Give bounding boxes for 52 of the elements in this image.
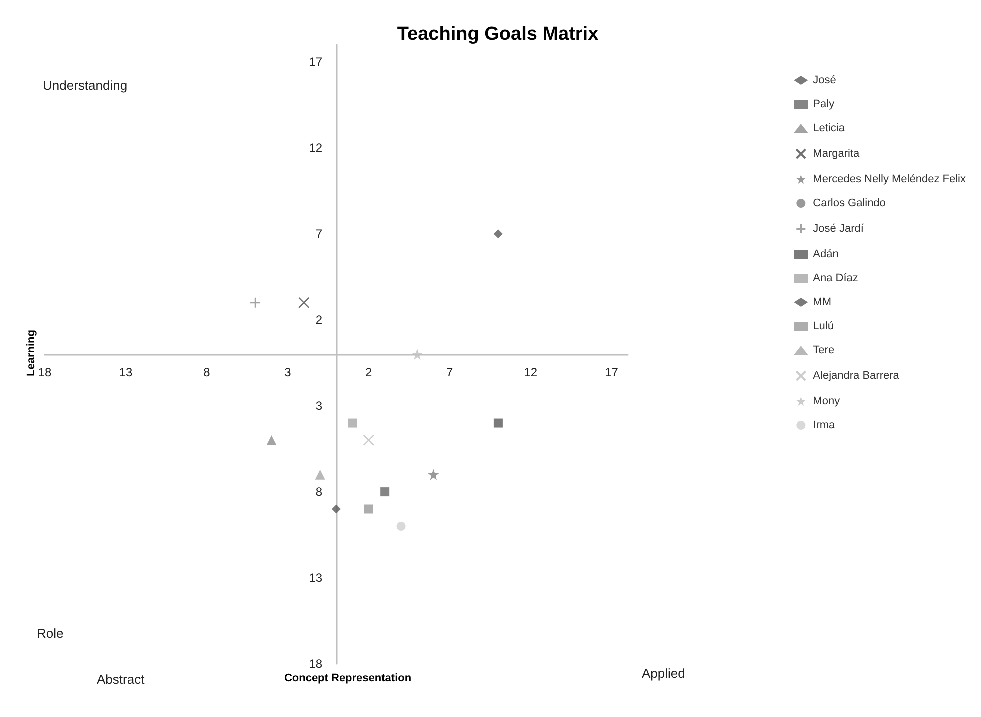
annotation: Role (37, 626, 64, 641)
x-tick-label: 8 (204, 366, 211, 380)
legend-label: Margarita (813, 148, 861, 160)
point (315, 470, 326, 480)
point (364, 504, 374, 514)
point (250, 297, 262, 309)
point (298, 297, 310, 309)
legend-label: Mony (813, 396, 841, 408)
point (494, 230, 503, 239)
legend-label: MM (813, 296, 832, 308)
point (332, 504, 341, 514)
text: Applied (642, 666, 686, 681)
point (380, 488, 390, 497)
point (494, 418, 503, 428)
point (266, 435, 277, 446)
x-tick-label: 17 (605, 366, 619, 380)
legend-label: Lulú (813, 320, 834, 332)
annotation: Understanding (43, 78, 128, 93)
text: Abstract (97, 672, 146, 687)
legend-label: José Jardí (813, 223, 865, 235)
y-tick-label: 8 (316, 485, 323, 500)
x-tick-label: 12 (524, 366, 538, 380)
x-tick-label: 7 (446, 366, 454, 380)
x-tick-label: 3 (284, 366, 292, 380)
y-tick-label: 7 (316, 227, 323, 242)
legend-label: Ana Díaz (813, 272, 858, 284)
y-tick-label: 3 (316, 399, 323, 414)
point (348, 418, 358, 428)
point (396, 522, 406, 531)
legend-label: Leticia (813, 122, 846, 134)
y-axis-title: Learning (26, 330, 38, 376)
chart-title: Teaching Goals Matrix (397, 24, 600, 45)
y-tick-label: 18 (309, 657, 323, 671)
point (363, 434, 375, 446)
x-axis-title: Concept Representation (284, 672, 412, 684)
y-tick-label: 17 (309, 55, 323, 70)
point (412, 349, 423, 360)
legend-label: Paly (813, 98, 836, 110)
legend-label: Tere (813, 344, 835, 356)
x-tick-label: 2 (366, 366, 373, 380)
x-tick-label: 18 (38, 366, 52, 380)
legend-label: Adán (813, 248, 839, 260)
x-tick-label: 13 (119, 366, 133, 380)
legend-label: Irma (813, 420, 836, 432)
legend-label: Alejandra Barrera (813, 370, 900, 382)
y-tick-label: 2 (316, 313, 323, 328)
legend-label: Carlos Galindo (813, 198, 886, 210)
point (428, 469, 440, 480)
y-tick-label: 12 (309, 141, 323, 156)
y-tick-label: 13 (309, 571, 323, 586)
legend-label: José (813, 74, 836, 86)
legend-label: Mercedes Nelly Meléndez Felix (813, 174, 966, 186)
